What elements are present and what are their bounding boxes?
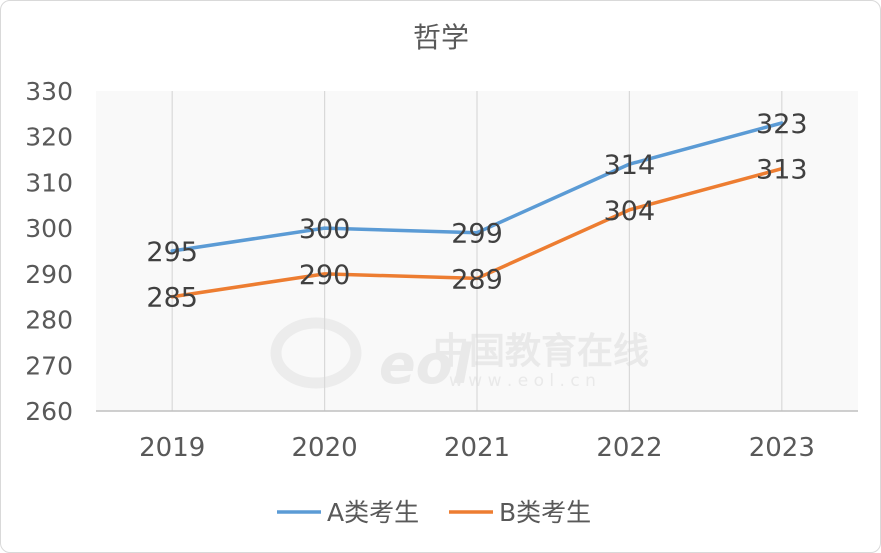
data-label: 285 <box>146 283 198 314</box>
watermark-url: w w w . e o l . c n <box>449 371 596 391</box>
watermark-logo-text: eol <box>379 333 473 396</box>
y-tick-label: 290 <box>25 260 73 289</box>
y-tick-label: 320 <box>25 123 73 152</box>
x-tick-label: 2019 <box>139 433 205 463</box>
data-label: 289 <box>451 264 503 295</box>
y-tick-label: 260 <box>25 397 73 426</box>
y-tick-label: 310 <box>25 168 73 197</box>
eol-logo: eol <box>270 317 473 396</box>
y-tick-label: 270 <box>25 351 73 380</box>
watermark-name: 中国教育在线 <box>433 331 649 372</box>
x-tick-label: 2022 <box>596 433 662 463</box>
legend-label: A类考生 <box>327 498 419 527</box>
y-tick-label: 330 <box>25 77 73 106</box>
x-tick-label: 2023 <box>749 433 815 463</box>
x-tick-label: 2020 <box>292 433 358 463</box>
data-label: 314 <box>604 150 656 181</box>
y-tick-label: 280 <box>25 306 73 335</box>
data-label: 323 <box>756 109 808 140</box>
x-axis: 2019 2020 2021 2022 2023 <box>139 433 815 463</box>
data-label: 295 <box>146 237 198 268</box>
data-labels: 295 300 299 314 323 285 290 289 304 313 <box>146 109 807 314</box>
legend-label: B类考生 <box>499 498 591 527</box>
y-axis: 260 270 280 290 300 310 320 330 <box>25 77 73 426</box>
y-tick-label: 300 <box>25 214 73 243</box>
watermark: eol 中国教育在线 w w w . e o l . c n <box>270 317 649 396</box>
series-group <box>170 121 784 299</box>
chart-title: 哲学 <box>413 21 469 54</box>
legend: A类考生 B类考生 <box>277 498 591 527</box>
data-label: 313 <box>756 155 808 186</box>
data-label: 299 <box>451 219 503 250</box>
data-label: 300 <box>299 214 351 245</box>
data-label: 290 <box>299 260 351 291</box>
data-label: 304 <box>604 196 656 227</box>
x-tick-label: 2021 <box>444 433 510 463</box>
